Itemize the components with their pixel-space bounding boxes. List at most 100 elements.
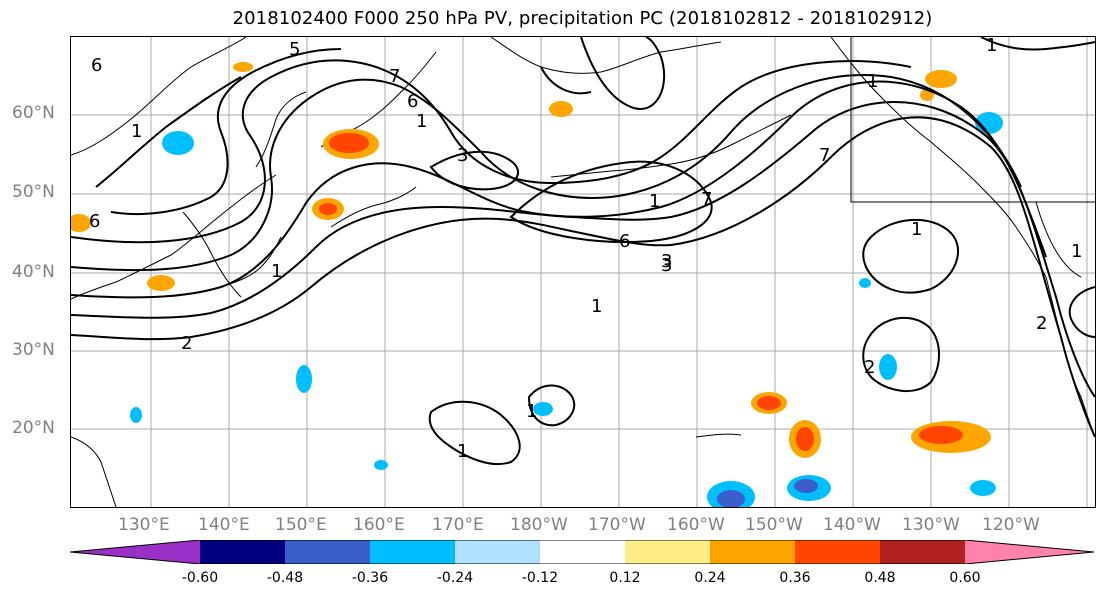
border-us	[1035, 201, 1082, 278]
coastline-asia-north	[71, 37, 247, 156]
lat-label: 60°N	[12, 103, 55, 123]
colorbar-tick-label: -0.36	[351, 570, 389, 586]
precip-negative	[296, 365, 312, 393]
contour-label: 1	[649, 191, 660, 212]
lon-label: 140°W	[823, 515, 881, 535]
precip-positive	[147, 275, 175, 291]
lon-label: 170°E	[432, 515, 484, 535]
colorbar-segment	[285, 540, 370, 564]
coastline-kuril	[330, 186, 417, 228]
coastline-us-west	[1045, 276, 1095, 438]
colorbar-segment	[880, 540, 965, 564]
pv-contour-1	[71, 116, 1095, 438]
lon-label: 160°W	[667, 515, 725, 535]
pv-contour-3	[71, 80, 1047, 299]
lat-label: 50°N	[12, 182, 55, 202]
colorbar-tick-label: 0.36	[779, 570, 811, 586]
contour-label: 1	[526, 401, 537, 422]
lon-label: 140°E	[198, 515, 250, 535]
precip-positive	[329, 133, 369, 153]
border-canada	[850, 37, 1095, 203]
colorbar-tick-label: -0.60	[181, 570, 219, 586]
coastline-alaska-bc	[830, 37, 1047, 278]
lat-label: 30°N	[12, 340, 55, 360]
pv-contour-4	[71, 74, 1022, 272]
precip-positive	[319, 203, 337, 215]
coastline-korea	[182, 211, 242, 298]
lon-label: 130°W	[902, 515, 960, 535]
plot-title: 2018102400 F000 250 hPa PV, precipitatio…	[232, 8, 933, 29]
pv-contour-north	[580, 37, 666, 110]
contour-label: 6	[89, 211, 100, 232]
contour-label: 1	[416, 111, 427, 132]
lon-label: 160°E	[353, 515, 405, 535]
colorbar-segment	[455, 540, 540, 564]
contour-label: 1	[131, 121, 142, 142]
coastline-sakhalin	[255, 91, 307, 168]
contour-label: 1	[1071, 241, 1082, 262]
coastline-hawaii	[695, 433, 742, 438]
precip-negative	[794, 479, 818, 493]
contour-label: 6	[407, 91, 418, 112]
contour-label: 2	[181, 333, 192, 354]
contour-label: 2	[864, 357, 875, 378]
colorbar-segment	[370, 540, 455, 564]
lon-label: 130°E	[118, 515, 170, 535]
lon-label: 170°W	[588, 515, 646, 535]
colorbar-segment	[795, 540, 880, 564]
colorbar-tick-label: -0.48	[266, 570, 304, 586]
contour-label: 6	[619, 231, 630, 252]
colorbar-segment	[200, 540, 285, 564]
precip-negative	[879, 354, 897, 380]
colorbar-segment	[540, 540, 625, 564]
pv-contour-north	[540, 66, 592, 95]
contour-label: 3	[661, 251, 672, 272]
pv-contour-6	[110, 48, 342, 216]
colorbar-tick-label: 0.48	[864, 570, 896, 586]
pv-contour-5	[71, 59, 912, 244]
pv-contour-closed	[862, 219, 960, 294]
contour-labels: 5 6 7 1 3 2 1 6 3 1 1 7 2 1 1 6 7 1 3 1 …	[89, 37, 1082, 462]
precip-positive	[549, 101, 573, 117]
contour-label: 1	[867, 71, 878, 92]
contour-label: 6	[91, 55, 102, 76]
precip-negative	[374, 460, 388, 470]
pv-contour-closed	[527, 384, 576, 427]
map-panel: 5 6 7 1 3 2 1 6 3 1 1 7 2 1 1 6 7 1 3 1 …	[70, 36, 1096, 508]
coastline-asia-east	[71, 174, 277, 300]
contour-label: 1	[986, 37, 997, 56]
colorbar-tick-label: -0.24	[436, 570, 474, 586]
contour-label: 1	[457, 441, 468, 462]
pv-contour-closed	[429, 150, 519, 191]
precip-negative	[970, 480, 996, 496]
colorbar-tick-label: 0.12	[609, 570, 641, 586]
contour-label: 1	[591, 296, 602, 317]
colorbar-tick-label: 0.60	[949, 570, 981, 586]
colorbar-segment	[70, 540, 200, 564]
colorbar-tick-label: -0.12	[521, 570, 559, 586]
precip-negative	[533, 402, 553, 416]
pv-contour-7	[95, 76, 242, 188]
precip-negative	[859, 278, 871, 288]
lat-label: 20°N	[12, 418, 55, 438]
coastline-aleutians	[550, 114, 792, 178]
precip-negative	[162, 131, 194, 155]
contour-label: 2	[1036, 313, 1047, 334]
contour-label: 7	[701, 189, 712, 210]
precip-positive	[925, 70, 957, 88]
colorbar-tick-label: 0.24	[694, 570, 726, 586]
contour-label: 5	[289, 39, 300, 60]
lon-label: 120°W	[982, 515, 1040, 535]
lon-label: 180°W	[510, 515, 568, 535]
pv-contour-closed	[862, 317, 940, 393]
pv-contour-east	[1068, 286, 1095, 338]
contour-label: 3	[661, 255, 672, 276]
grid-lines	[71, 37, 1095, 507]
coastline-bering	[490, 37, 722, 74]
colorbar-segment	[625, 540, 710, 564]
precip-positive	[919, 426, 963, 444]
contour-label: 1	[271, 261, 282, 282]
contour-label: 1	[911, 219, 922, 240]
pv-contour-closed	[428, 400, 521, 466]
colorbar-segment	[710, 540, 795, 564]
